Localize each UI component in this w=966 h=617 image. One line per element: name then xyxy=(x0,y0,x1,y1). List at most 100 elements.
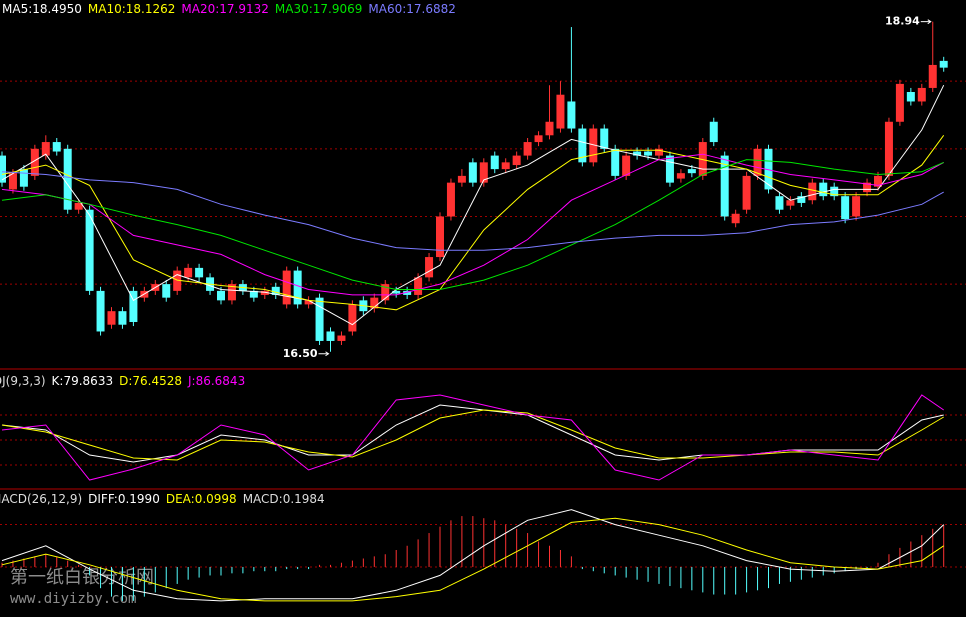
candle-body xyxy=(939,60,948,68)
indicator-line xyxy=(1,517,944,602)
candle-body xyxy=(8,173,17,190)
candle-body xyxy=(227,284,236,301)
legend-entry: K:79.8633 xyxy=(52,374,114,388)
indicator-line xyxy=(1,394,944,481)
candle-body xyxy=(337,335,346,341)
candle-body xyxy=(85,209,94,291)
candle-body xyxy=(370,297,379,309)
candle-body xyxy=(863,182,872,193)
candle-body xyxy=(917,87,926,102)
indicator-line xyxy=(1,404,944,463)
candle-body xyxy=(457,175,466,183)
candle-body xyxy=(271,286,280,295)
candle-body xyxy=(348,304,357,332)
candle-body xyxy=(928,64,937,88)
candle-body xyxy=(676,173,685,179)
legend-entry: MA20:17.9132 xyxy=(181,2,269,16)
candle-body xyxy=(622,155,631,176)
legend-entry: MA30:17.9069 xyxy=(275,2,363,16)
indicator-line xyxy=(1,153,944,296)
candle-body xyxy=(742,175,751,210)
candle-body xyxy=(19,169,28,187)
candle-body xyxy=(775,196,784,210)
candle-body xyxy=(184,267,193,278)
legend-entry: MACD:0.1984 xyxy=(243,492,325,506)
candle-body xyxy=(611,148,620,176)
candle-body xyxy=(315,297,324,341)
candle-body xyxy=(567,101,576,129)
candle-body xyxy=(545,121,554,136)
candle-body xyxy=(304,300,313,305)
candle-body xyxy=(490,155,499,170)
candle-body xyxy=(687,169,696,174)
candle-body xyxy=(600,128,609,149)
candle-body xyxy=(403,290,412,295)
indicator-line xyxy=(1,159,944,290)
candle-body xyxy=(162,284,171,298)
candle-body xyxy=(665,155,674,183)
candle-body xyxy=(52,142,61,152)
candle-body xyxy=(709,121,718,143)
candle-body xyxy=(906,92,915,102)
candle-body xyxy=(655,148,663,156)
candle-body xyxy=(797,196,806,203)
candle-body xyxy=(720,155,729,217)
candle-body xyxy=(479,162,488,183)
candle-body xyxy=(841,196,850,220)
candle-body xyxy=(468,162,477,183)
candle-body xyxy=(326,331,335,341)
candle-body xyxy=(884,121,893,176)
candle-body xyxy=(731,213,740,224)
candle-body xyxy=(30,148,39,176)
candle-body xyxy=(786,200,795,206)
candle-body xyxy=(195,267,204,278)
candle-body xyxy=(392,290,401,294)
candle-body xyxy=(436,216,444,258)
indicator-line xyxy=(1,84,945,326)
candle-body xyxy=(512,155,521,166)
legend-entry: MA60:17.6882 xyxy=(368,2,456,16)
legend-entry: D:76.4528 xyxy=(119,374,182,388)
candle-body xyxy=(282,270,291,305)
candle-body xyxy=(534,135,543,143)
extreme-label: 16.50 xyxy=(283,347,318,360)
candle-body xyxy=(63,148,72,210)
extreme-arrow-head xyxy=(325,351,330,357)
candle-body xyxy=(107,311,116,325)
candle-body xyxy=(173,270,182,291)
candle-body xyxy=(129,290,138,322)
legend: KDJ(9,3,3) K:79.8633 D:76.4528 J:86.6843 xyxy=(0,374,245,388)
legend: MA5:18.4950 MA10:18.1262 MA20:17.9132 MA30:… xyxy=(2,2,456,16)
candle-body xyxy=(852,196,861,217)
candle-body xyxy=(217,290,225,301)
candle-body xyxy=(644,151,653,156)
candle-body xyxy=(118,311,127,325)
candle-body xyxy=(808,182,817,201)
legend-entry: MA5:18.4950 xyxy=(2,2,82,16)
candle-body xyxy=(0,155,6,183)
watermark-url: www.diyizby.com xyxy=(10,591,136,607)
candle-body xyxy=(753,148,762,176)
candle-body xyxy=(830,186,839,197)
candle-body xyxy=(96,290,105,332)
candle-body xyxy=(41,142,50,156)
extreme-arrow-head xyxy=(927,19,932,25)
extreme-label: 18.94 xyxy=(885,15,920,28)
candle-body xyxy=(589,128,598,163)
candle-body xyxy=(446,182,455,217)
legend-entry: MACD(26,12,9) xyxy=(0,492,82,506)
indicator-line xyxy=(1,171,944,251)
candle-body xyxy=(414,277,423,295)
candle-body xyxy=(260,290,269,295)
indicator-line xyxy=(1,509,945,602)
candle-body xyxy=(698,142,707,176)
legend: MACD(26,12,9) DIFF:0.1990 DEA:0.0998 MACD:0… xyxy=(0,492,325,506)
candle-body xyxy=(556,94,565,129)
candle-body xyxy=(74,202,83,210)
candle-body xyxy=(578,128,587,163)
candle-body xyxy=(293,270,302,305)
legend-entry: MA10:18.1262 xyxy=(88,2,176,16)
candle-body xyxy=(895,83,904,122)
indicator-line xyxy=(1,135,945,311)
